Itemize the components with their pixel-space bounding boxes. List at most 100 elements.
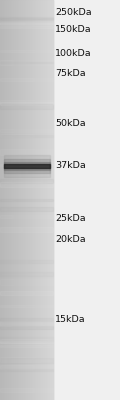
Bar	[0, 345, 53, 347]
Bar	[1, 0, 2, 400]
Bar	[16, 0, 17, 400]
Bar	[47, 0, 48, 400]
Bar	[0, 129, 53, 132]
Bar	[0, 226, 53, 232]
Bar	[0, 199, 53, 201]
Text: 100kDa: 100kDa	[55, 50, 92, 58]
Bar	[4, 155, 50, 177]
Bar	[29, 0, 30, 400]
Bar	[37, 0, 38, 400]
Bar	[4, 164, 50, 168]
Bar	[0, 135, 53, 137]
Bar	[10, 0, 11, 400]
Bar	[6, 0, 7, 400]
Bar	[28, 0, 29, 400]
Bar	[45, 0, 46, 400]
Bar	[42, 0, 43, 400]
Bar	[0, 100, 53, 104]
Bar	[0, 326, 53, 329]
Bar	[20, 0, 21, 400]
Bar	[0, 22, 53, 25]
Bar	[26, 0, 27, 400]
Bar	[0, 260, 53, 262]
Bar	[0, 320, 53, 326]
Bar	[33, 0, 34, 400]
Bar	[0, 182, 53, 187]
Bar	[39, 0, 40, 400]
Bar	[14, 0, 15, 400]
Bar	[0, 318, 53, 321]
Bar	[0, 358, 53, 363]
Bar	[0, 26, 53, 28]
Bar	[32, 0, 33, 400]
Bar	[0, 23, 53, 24]
Bar	[3, 0, 4, 400]
Bar	[0, 369, 53, 371]
Bar	[34, 0, 35, 400]
Bar	[0, 272, 53, 276]
Bar	[9, 0, 10, 400]
Bar	[7, 0, 8, 400]
Bar	[19, 0, 20, 400]
Text: 15kDa: 15kDa	[55, 316, 86, 324]
Text: 50kDa: 50kDa	[55, 120, 86, 128]
Bar	[0, 149, 53, 154]
Bar	[41, 0, 42, 400]
Bar	[0, 134, 53, 137]
Bar	[0, 207, 53, 211]
Bar	[5, 0, 6, 400]
Bar	[4, 159, 50, 173]
Bar	[50, 0, 51, 400]
Bar	[17, 0, 18, 400]
Bar	[2, 0, 3, 400]
Bar	[0, 215, 53, 218]
Bar	[12, 0, 13, 400]
Bar	[0, 0, 1, 400]
Bar	[0, 179, 53, 184]
Bar	[0, 291, 53, 295]
Bar	[0, 164, 53, 166]
Bar	[0, 18, 53, 20]
Bar	[18, 0, 19, 400]
Bar	[4, 0, 5, 400]
Bar	[24, 0, 25, 400]
Bar	[31, 0, 32, 400]
Bar	[0, 279, 53, 285]
Bar	[48, 0, 49, 400]
Bar	[0, 339, 53, 342]
Bar	[51, 0, 52, 400]
Bar	[13, 0, 14, 400]
Bar	[0, 305, 53, 307]
Bar	[0, 357, 53, 362]
Bar	[11, 0, 12, 400]
Bar	[25, 0, 26, 400]
Bar	[4, 162, 50, 170]
Bar	[52, 0, 53, 400]
Bar	[0, 62, 53, 64]
Bar	[38, 0, 39, 400]
Bar	[0, 60, 53, 65]
Bar	[0, 17, 53, 20]
Bar	[27, 0, 28, 400]
Text: 75kDa: 75kDa	[55, 70, 86, 78]
Bar	[21, 0, 22, 400]
Bar	[0, 0, 53, 400]
Bar	[44, 0, 45, 400]
Bar	[40, 0, 41, 400]
Bar	[0, 364, 53, 370]
Bar	[46, 0, 47, 400]
Bar	[0, 50, 53, 52]
Bar	[0, 102, 53, 105]
Text: 37kDa: 37kDa	[55, 162, 86, 170]
Bar	[0, 104, 53, 109]
Bar	[8, 0, 9, 400]
Bar	[15, 0, 16, 400]
Bar	[23, 0, 24, 400]
Bar	[0, 337, 53, 341]
Bar	[43, 0, 44, 400]
Bar	[49, 0, 50, 400]
Bar	[36, 0, 37, 400]
Text: 250kDa: 250kDa	[55, 8, 92, 17]
Text: 150kDa: 150kDa	[55, 26, 92, 34]
Bar	[0, 78, 53, 82]
